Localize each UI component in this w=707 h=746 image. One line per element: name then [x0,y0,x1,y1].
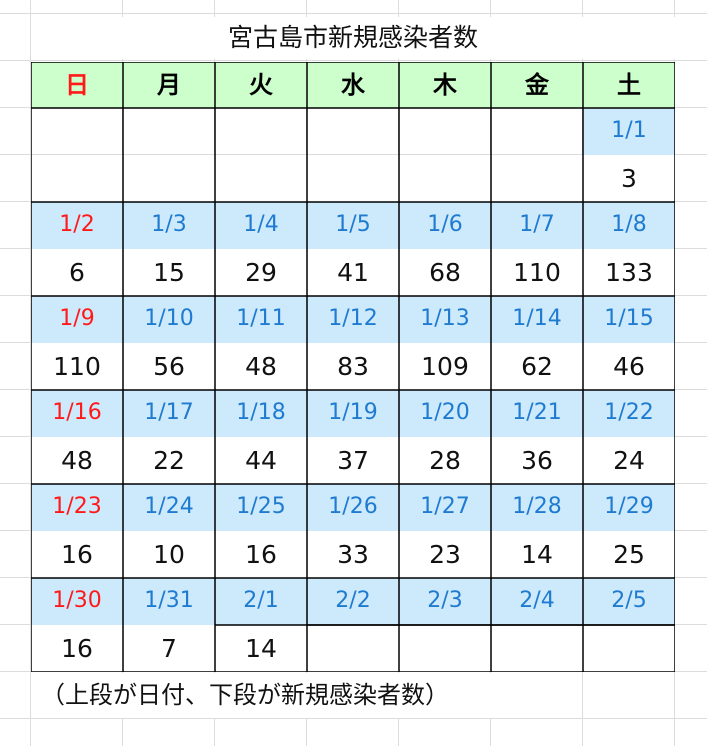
count-cell[interactable]: 28 [399,437,491,484]
count-cell[interactable]: 62 [491,343,583,390]
date-cell[interactable]: 1/20 [399,390,491,437]
date-cell[interactable]: 1/13 [399,296,491,343]
count-cell[interactable] [307,155,399,202]
count-cell[interactable]: 10 [123,531,215,578]
count-cell[interactable]: 48 [31,437,123,484]
weekday-header[interactable]: 月 [123,62,215,108]
count-cell[interactable] [399,625,491,672]
date-cell[interactable]: 2/2 [307,578,399,625]
date-cell[interactable]: 1/14 [491,296,583,343]
date-cell[interactable]: 1/8 [583,202,675,249]
date-cell[interactable]: 1/22 [583,390,675,437]
count-cell[interactable]: 16 [215,531,307,578]
count-cell[interactable]: 25 [583,531,675,578]
weekday-header[interactable]: 土 [583,62,675,108]
calendar-table: 日月火水木金土 1/1 3 1/2 6 1/3 15 1/4 29 1/5 41 1/6 68 1/7 11… [31,62,675,672]
count-cell[interactable]: 68 [399,249,491,296]
weekday-header[interactable]: 火 [215,62,307,108]
count-cell[interactable]: 6 [31,249,123,296]
date-cell[interactable]: 1/26 [307,484,399,531]
date-cell[interactable]: 1/12 [307,296,399,343]
count-cell[interactable]: 29 [215,249,307,296]
weekday-header[interactable]: 木 [399,62,491,108]
date-cell[interactable]: 2/5 [583,578,675,625]
count-cell[interactable]: 7 [123,625,215,672]
date-cell[interactable]: 1/6 [399,202,491,249]
count-cell[interactable]: 41 [307,249,399,296]
count-cell[interactable]: 15 [123,249,215,296]
date-cell[interactable]: 1/11 [215,296,307,343]
count-cell[interactable]: 110 [31,343,123,390]
date-cell[interactable]: 1/28 [491,484,583,531]
date-cell[interactable]: 1/19 [307,390,399,437]
count-cell[interactable] [123,155,215,202]
count-cell[interactable] [491,625,583,672]
count-cell[interactable]: 36 [491,437,583,484]
date-cell[interactable]: 1/18 [215,390,307,437]
count-cell[interactable] [399,155,491,202]
date-cell[interactable]: 1/23 [31,484,123,531]
count-cell[interactable]: 24 [583,437,675,484]
date-cell[interactable]: 1/25 [215,484,307,531]
date-cell[interactable]: 2/3 [399,578,491,625]
count-cell[interactable]: 16 [31,531,123,578]
date-cell[interactable]: 1/9 [31,296,123,343]
date-cell[interactable]: 2/1 [215,578,307,625]
count-cell[interactable]: 109 [399,343,491,390]
count-cell[interactable]: 14 [215,625,307,672]
count-cell[interactable]: 83 [307,343,399,390]
weekday-header[interactable]: 日 [31,62,123,108]
date-cell[interactable]: 1/27 [399,484,491,531]
count-cell[interactable]: 16 [31,625,123,672]
date-cell[interactable]: 1/17 [123,390,215,437]
count-cell[interactable]: 133 [583,249,675,296]
date-cell[interactable]: 1/24 [123,484,215,531]
date-cell[interactable]: 1/10 [123,296,215,343]
legend-note: （上段が日付、下段が新規感染者数） [31,673,531,718]
count-cell[interactable]: 44 [215,437,307,484]
date-cell[interactable]: 2/4 [491,578,583,625]
count-cell[interactable] [583,625,675,672]
date-cell[interactable]: 1/1 [583,108,675,155]
count-cell[interactable] [215,155,307,202]
count-cell[interactable]: 110 [491,249,583,296]
calendar-title: 宮古島市新規感染者数 [31,17,675,59]
date-cell[interactable]: 1/3 [123,202,215,249]
date-cell[interactable]: 1/30 [31,578,123,625]
count-cell[interactable] [491,155,583,202]
count-cell[interactable]: 37 [307,437,399,484]
weekday-header[interactable]: 水 [307,62,399,108]
date-cell[interactable]: 1/15 [583,296,675,343]
count-cell[interactable]: 33 [307,531,399,578]
count-cell[interactable]: 56 [123,343,215,390]
weekday-header[interactable]: 金 [491,62,583,108]
count-cell[interactable]: 48 [215,343,307,390]
count-cell[interactable]: 23 [399,531,491,578]
count-cell[interactable] [307,625,399,672]
count-cell[interactable]: 3 [583,155,675,202]
date-cell[interactable]: 1/7 [491,202,583,249]
date-cell[interactable]: 1/4 [215,202,307,249]
count-cell[interactable]: 14 [491,531,583,578]
count-cell[interactable] [31,155,123,202]
date-cell[interactable]: 1/21 [491,390,583,437]
date-cell[interactable]: 1/5 [307,202,399,249]
date-cell[interactable]: 1/31 [123,578,215,625]
date-cell[interactable]: 1/16 [31,390,123,437]
date-cell[interactable]: 1/29 [583,484,675,531]
count-cell[interactable]: 46 [583,343,675,390]
date-cell[interactable]: 1/2 [31,202,123,249]
count-cell[interactable]: 22 [123,437,215,484]
